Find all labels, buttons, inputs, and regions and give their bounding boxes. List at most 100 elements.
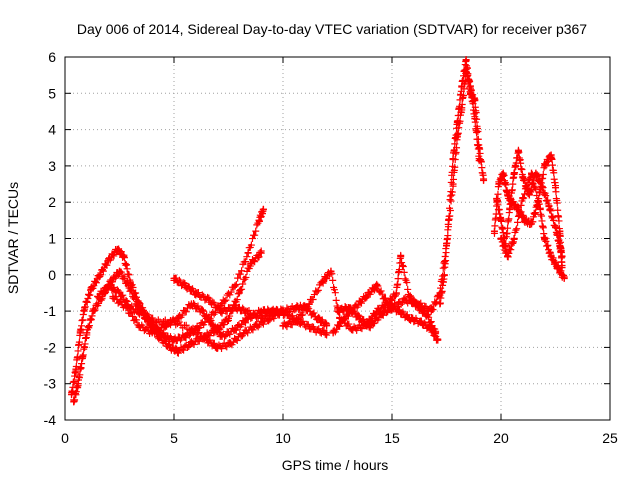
data-point (401, 296, 409, 304)
data-point (519, 195, 527, 203)
data-point (344, 303, 352, 311)
data-point (434, 336, 442, 344)
data-point (240, 329, 248, 337)
data-point (436, 300, 444, 308)
data-point (471, 97, 479, 105)
data-point (161, 322, 169, 330)
x-axis-label: GPS time / hours (282, 457, 389, 473)
series-track-6 (279, 251, 440, 337)
y-tick-label: 4 (48, 122, 56, 138)
data-point (504, 191, 512, 199)
x-tick-label: 5 (170, 430, 178, 446)
data-point (187, 300, 195, 308)
data-point (388, 303, 396, 311)
data-point (122, 303, 130, 311)
data-point (209, 322, 217, 330)
y-tick-label: 6 (48, 49, 56, 65)
data-point (329, 329, 337, 337)
data-point (116, 289, 123, 297)
data-point (510, 169, 518, 177)
data-point (283, 311, 291, 319)
data-point (490, 227, 498, 235)
data-point (366, 322, 374, 330)
data-point (528, 220, 536, 228)
data-point (405, 314, 413, 322)
data-point (89, 307, 97, 315)
data-point (227, 340, 235, 348)
data-point (242, 307, 250, 315)
data-point (192, 289, 200, 297)
data-point (116, 267, 123, 275)
y-tick-label: 2 (48, 194, 56, 210)
data-point (495, 180, 503, 188)
data-point (541, 235, 549, 242)
x-tick-label: 0 (61, 430, 69, 446)
y-tick-label: 1 (48, 231, 56, 247)
data-point (552, 224, 559, 232)
data-point (105, 282, 113, 290)
data-point (148, 329, 156, 337)
y-tick-label: -4 (44, 412, 57, 428)
series-track-10 (493, 146, 566, 261)
y-tick-labels: -4 -3 -2 -1 0 1 2 3 4 5 6 (44, 49, 57, 428)
data-point (323, 322, 331, 330)
data-point (124, 282, 132, 290)
x-tick-label: 20 (493, 430, 509, 446)
data-point (187, 340, 195, 348)
data-point (279, 322, 287, 330)
data-point (292, 318, 300, 326)
data-point (218, 307, 226, 315)
data-point (174, 347, 182, 355)
data-point (244, 314, 252, 322)
data-point (340, 314, 348, 322)
y-tick-label: -1 (44, 303, 57, 319)
data-point (462, 57, 470, 65)
data-point (218, 300, 226, 308)
data-point (519, 173, 527, 181)
x-tick-label: 10 (275, 430, 291, 446)
data-point (449, 155, 457, 163)
data-point (246, 260, 254, 268)
data-point (257, 249, 265, 257)
data-point (235, 289, 243, 297)
data-point (257, 314, 265, 322)
data-point (458, 82, 466, 90)
data-point (541, 162, 549, 170)
data-point (139, 311, 147, 319)
data-point (231, 303, 239, 311)
data-point (499, 169, 507, 177)
data-point (480, 176, 488, 184)
data-point (214, 343, 222, 351)
data-point (554, 264, 562, 272)
data-point (427, 325, 435, 333)
data-point (528, 169, 536, 177)
data-point (83, 329, 91, 337)
data-point (514, 147, 522, 155)
data-point (203, 336, 211, 344)
data-point (508, 198, 516, 206)
data-point (521, 216, 529, 224)
x-tick-label: 15 (384, 430, 400, 446)
data-point (78, 354, 86, 362)
point-markers (436, 56, 488, 307)
data-point (231, 325, 239, 333)
data-point (218, 333, 226, 341)
y-tick-label: 5 (48, 85, 56, 101)
data-point (109, 293, 117, 301)
data-point (497, 235, 505, 242)
series-track-5 (170, 274, 331, 339)
data-point (362, 293, 370, 301)
data-point (547, 151, 555, 159)
data-point (120, 253, 128, 261)
data-point (225, 314, 232, 322)
data-point (198, 307, 206, 315)
x-tick-labels: 0 5 10 15 20 25 (61, 430, 618, 446)
data-point (155, 333, 163, 341)
data-point (305, 300, 313, 308)
data-point (292, 303, 300, 311)
data-point (445, 216, 453, 224)
y-tick-label: -2 (44, 339, 57, 355)
data-point (327, 267, 335, 275)
series-track-3 (94, 280, 331, 352)
